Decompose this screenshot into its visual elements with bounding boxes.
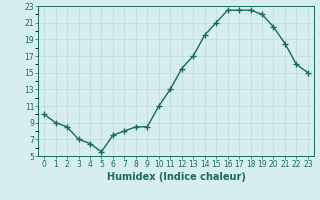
X-axis label: Humidex (Indice chaleur): Humidex (Indice chaleur)	[107, 172, 245, 182]
